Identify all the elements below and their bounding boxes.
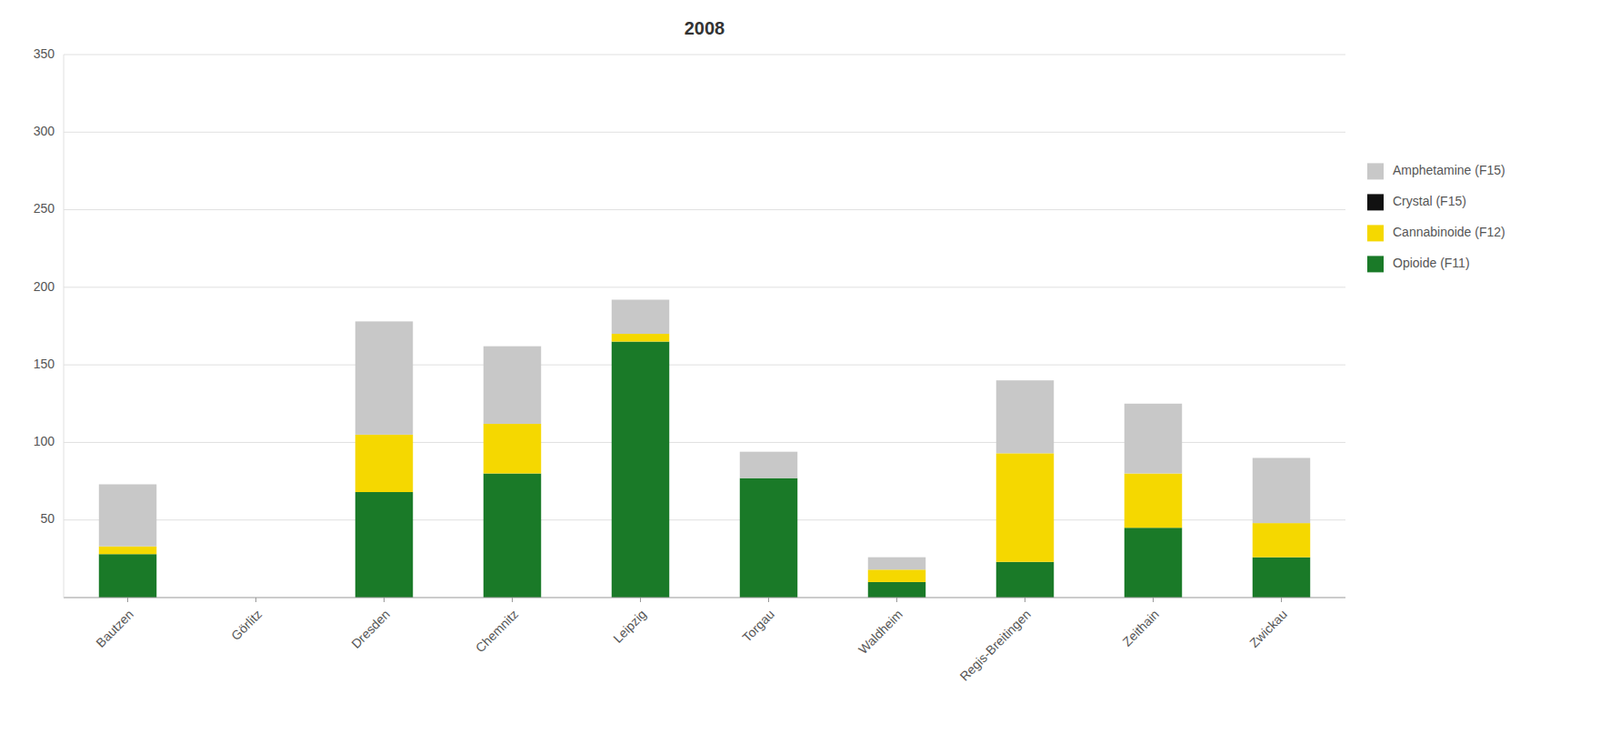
grid-line	[63, 131, 1346, 133]
grid-line	[63, 54, 1346, 56]
x-tick	[896, 597, 898, 602]
bar-segment	[611, 333, 670, 342]
bar-segment	[868, 581, 926, 598]
y-tick-label: 100	[33, 433, 56, 449]
x-tick	[1024, 597, 1026, 602]
legend-label: Crystal (F15)	[1392, 193, 1467, 209]
title: 2008	[684, 18, 726, 39]
x-tick-label: Bautzen	[92, 606, 137, 650]
bar-segment	[483, 423, 541, 474]
grid-line	[63, 286, 1346, 288]
grid-line	[63, 209, 1346, 210]
y-tick-label: 300	[33, 123, 56, 139]
bar-segment	[868, 557, 926, 570]
chart-container: 50 100 150 200 250 300 350 Bautzen Görlitz Dresde…	[0, 0, 1600, 734]
x-tick-label: Zwickau	[1246, 606, 1290, 650]
bar-segment	[996, 380, 1054, 453]
series-1	[99, 333, 1310, 582]
bar-segment	[483, 473, 541, 598]
x-tick-label: Leipzig	[610, 606, 650, 646]
bar-segment	[1124, 527, 1182, 598]
bar-segment	[99, 546, 157, 555]
bars	[99, 300, 1310, 598]
y-tick-label: 250	[33, 200, 56, 216]
bar-segment	[740, 478, 798, 598]
grid-line	[63, 364, 1346, 366]
x-tick-label: Dresden	[348, 606, 393, 651]
legend-swatch	[1367, 193, 1384, 210]
y-tick-label: 150	[33, 356, 56, 371]
y-tick-label: 50	[40, 510, 55, 526]
y-tick-label: 200	[33, 279, 56, 294]
bar-segment	[1252, 457, 1310, 523]
page: {"chart_data": {"type": "bar", "title": …	[0, 0, 1600, 734]
bar-segment	[99, 553, 157, 598]
chart-svg: 50 100 150 200 250 300 350 Bautzen Görlitz Dresde…	[0, 0, 1600, 734]
x-tick-label: Zeithain	[1119, 606, 1162, 650]
x-tick	[768, 597, 770, 602]
y-axis-labels: 50 100 150 200 250 300 350	[33, 46, 56, 527]
x-tick-label: Chemnitz	[472, 606, 521, 655]
x-tick	[1280, 597, 1282, 602]
x-tick-label: Görlitz	[228, 606, 265, 643]
legend-swatch	[1367, 162, 1384, 180]
x-tick-label: Regis-Breitingen	[956, 606, 1033, 683]
legend-swatch	[1367, 224, 1384, 241]
y-range-line	[63, 54, 65, 598]
bar-segment	[483, 346, 541, 424]
bar-segment	[355, 434, 413, 492]
x-tick	[640, 597, 641, 602]
bar-segment	[611, 341, 670, 598]
bar-segment	[996, 452, 1054, 561]
grid	[63, 54, 1346, 520]
bar-segment	[99, 483, 157, 546]
bar-segment	[1124, 473, 1182, 529]
legend-swatch	[1367, 255, 1384, 272]
bar-segment	[355, 491, 413, 598]
x-tick	[1152, 597, 1154, 602]
y-tick-label: 350	[33, 46, 56, 61]
x-tick-label: Torgau	[739, 606, 778, 645]
bar-segment	[740, 451, 798, 479]
x-tick-label: Waldheim	[855, 606, 906, 657]
bar-segment	[1252, 557, 1310, 598]
bar-segment	[355, 320, 413, 435]
series-3	[99, 300, 1310, 570]
bar-segment	[1124, 403, 1182, 474]
bar-segment	[611, 300, 670, 335]
bar-segment	[868, 569, 926, 582]
x-tick	[383, 597, 385, 602]
legend-label: Opioide (F11)	[1392, 255, 1470, 270]
x-tick	[511, 597, 513, 602]
series-0	[99, 341, 1310, 598]
bar-segment	[1252, 522, 1310, 558]
x-tick	[127, 597, 129, 602]
bar-segment	[996, 561, 1054, 598]
legend: Amphetamine (F15) Crystal (F15) Cannabinoi…	[1367, 162, 1506, 272]
legend-label: Amphetamine (F15)	[1392, 162, 1506, 178]
legend-label: Cannabinoide (F12)	[1392, 224, 1506, 240]
x-axis: Bautzen Görlitz Dresden Chemnitz Leipzig Torg…	[63, 54, 1346, 684]
x-tick	[255, 597, 257, 602]
